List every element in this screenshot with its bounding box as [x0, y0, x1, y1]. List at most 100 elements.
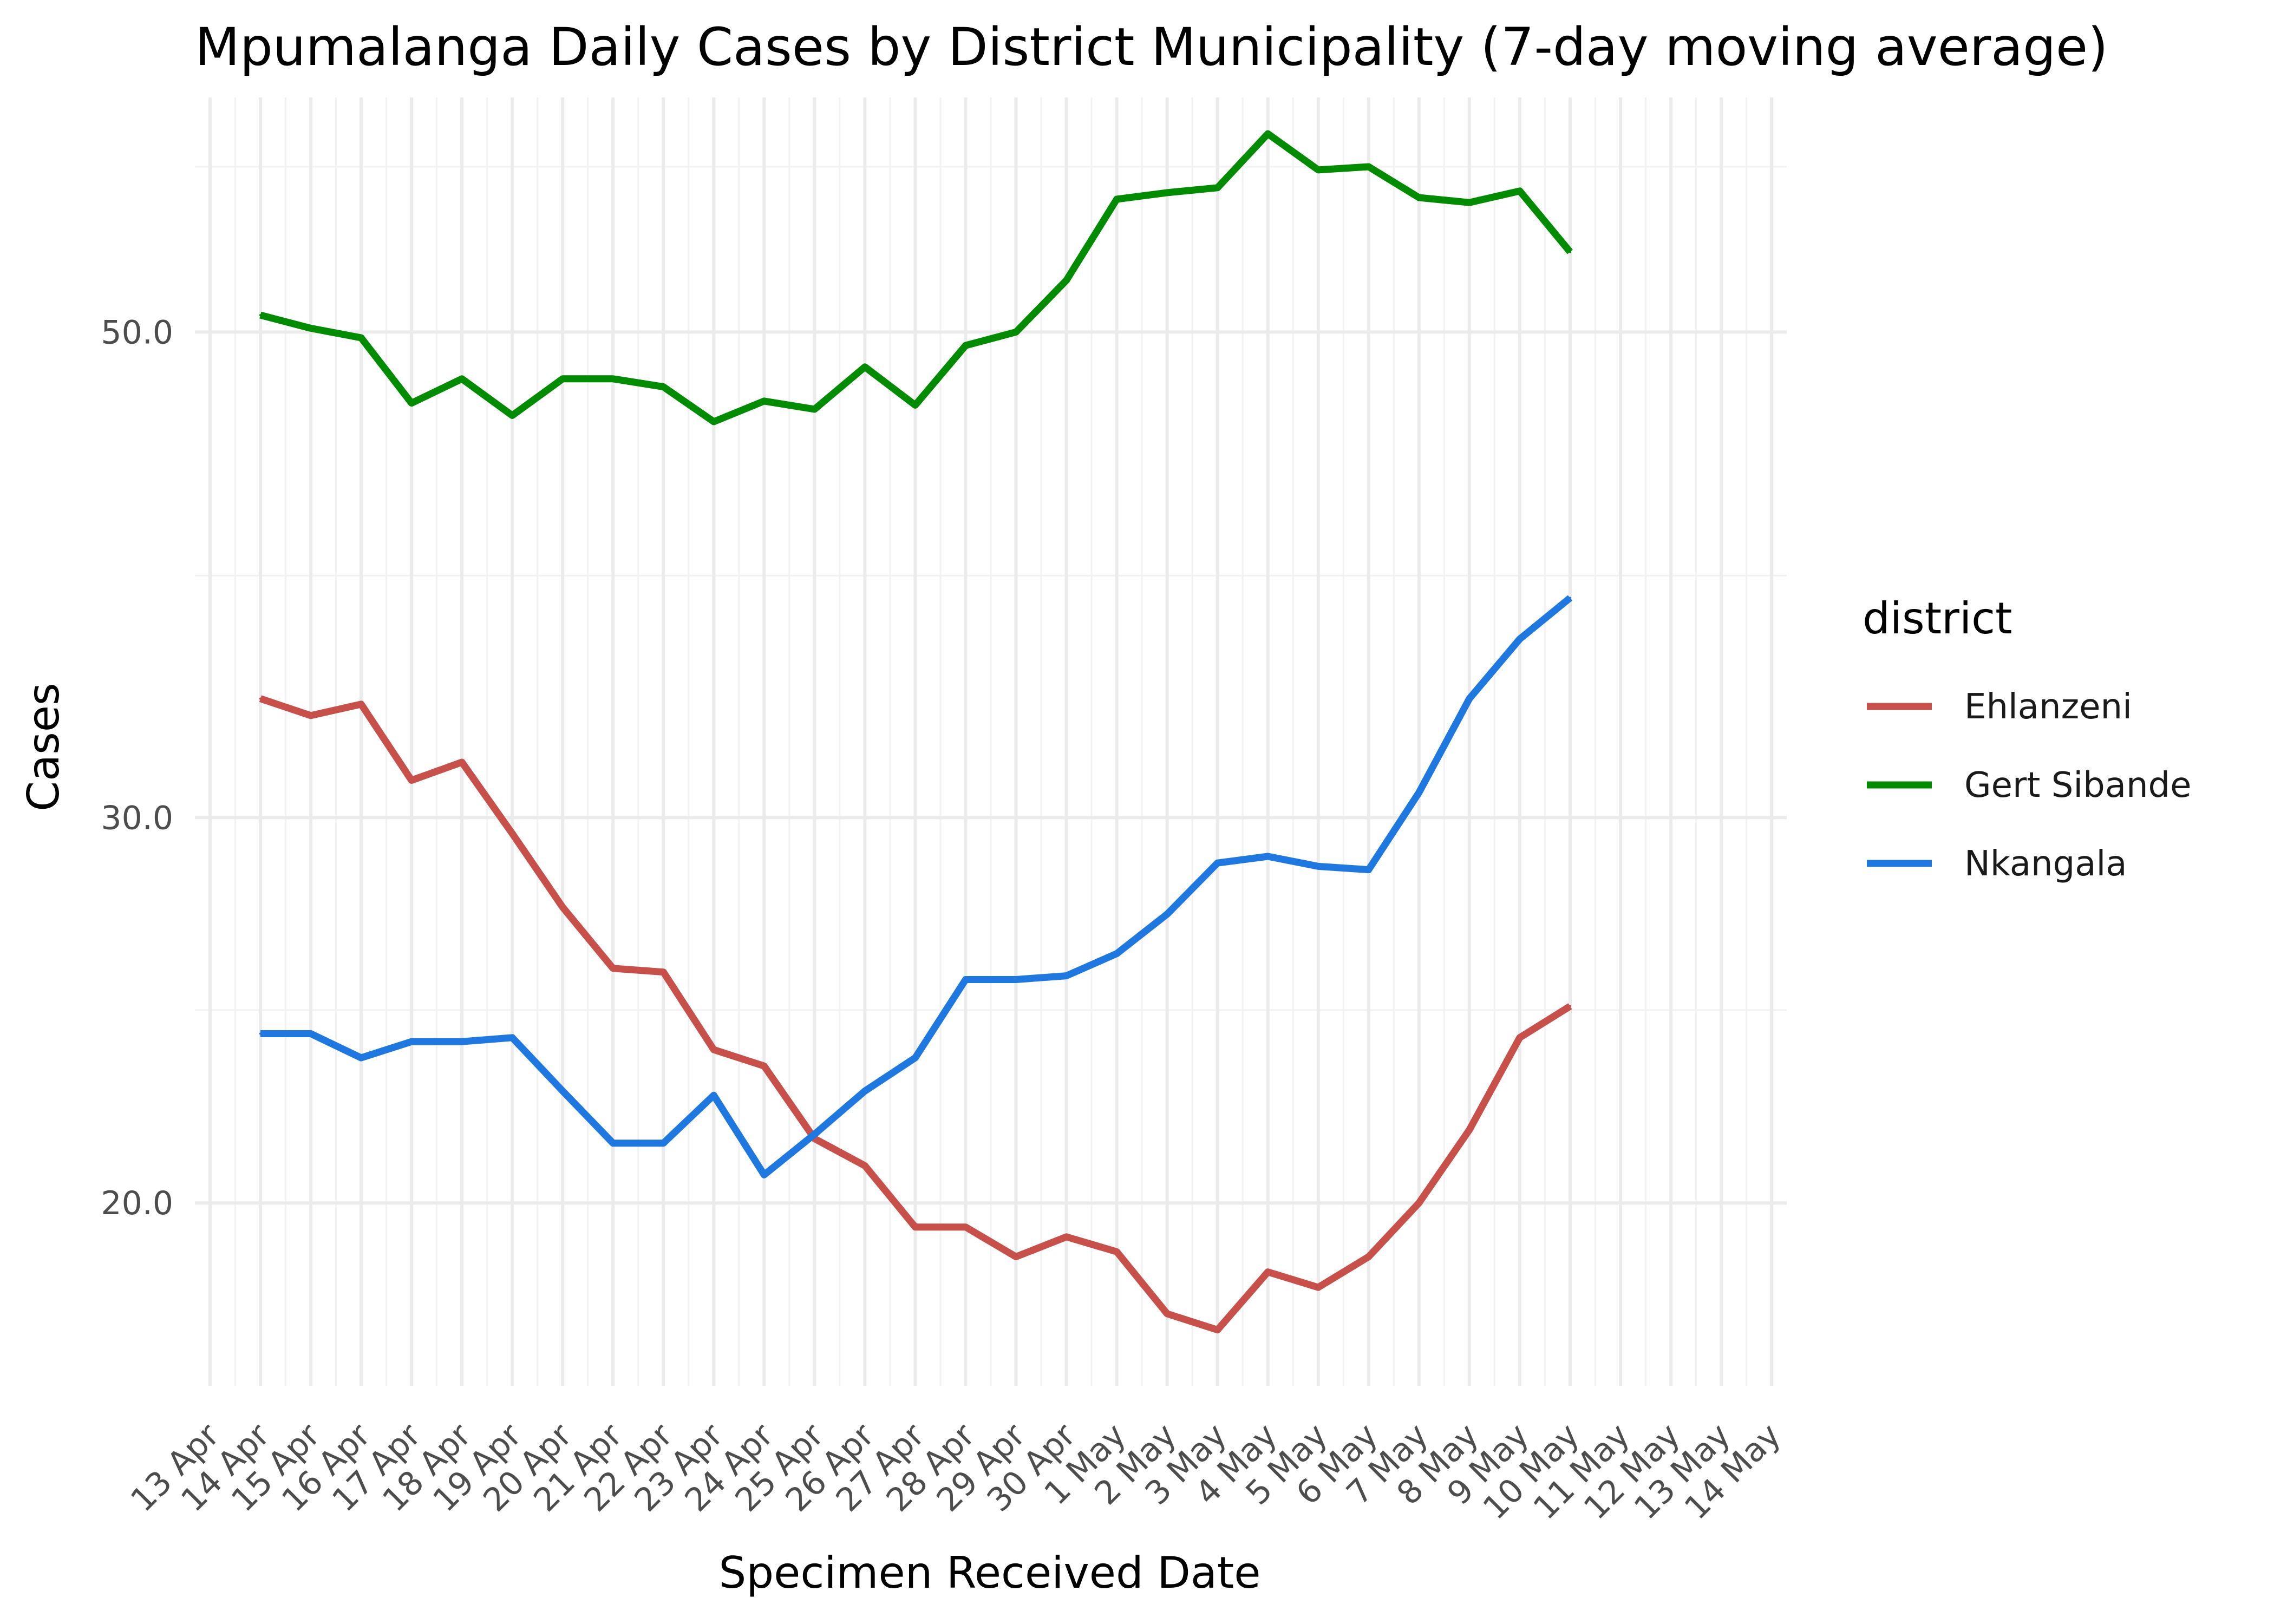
data-point [1015, 331, 1017, 333]
data-point [461, 761, 463, 764]
data-point [1417, 196, 1420, 199]
data-point [410, 779, 413, 782]
data-point [1266, 133, 1269, 135]
data-point [813, 408, 816, 411]
data-point [461, 377, 463, 380]
data-point [1065, 974, 1068, 977]
data-point [1015, 1255, 1017, 1258]
data-point [461, 1040, 463, 1043]
y-axis-title: Cases [18, 683, 69, 811]
data-point [713, 421, 715, 423]
series-points-ehlanzeni [259, 697, 1571, 1331]
data-point [1266, 855, 1269, 858]
data-point [662, 1142, 665, 1144]
data-point [1015, 978, 1017, 981]
data-point [662, 971, 665, 973]
data-point [1166, 191, 1168, 194]
data-point [612, 967, 615, 970]
data-point [511, 1036, 514, 1039]
data-point [1216, 186, 1219, 189]
data-point [1115, 1250, 1118, 1253]
data-point [1216, 1328, 1219, 1331]
data-point [662, 385, 665, 388]
data-point [1317, 865, 1319, 868]
data-point [1518, 189, 1521, 192]
data-point [561, 1090, 564, 1092]
legend: district Ehlanzeni Gert Sibande Nkangala [1863, 593, 2192, 884]
data-point [360, 703, 363, 705]
data-point [914, 1226, 917, 1228]
data-point [309, 1032, 312, 1035]
data-point [259, 1032, 262, 1035]
data-point [763, 1065, 766, 1068]
data-point [1468, 697, 1471, 700]
data-point [1065, 279, 1068, 281]
data-point [259, 697, 262, 700]
legend-items: Ehlanzeni Gert Sibande Nkangala [1867, 687, 2192, 884]
data-point [511, 414, 514, 417]
data-point [964, 1226, 967, 1228]
data-point [1518, 1036, 1521, 1039]
data-point [914, 404, 917, 407]
data-point [1569, 1005, 1571, 1007]
data-point [360, 336, 363, 339]
data-point [410, 402, 413, 404]
legend-label: Gert Sibande [1964, 765, 2192, 806]
data-point [561, 377, 564, 380]
data-point [1417, 1202, 1420, 1204]
data-point [309, 327, 312, 330]
data-point [763, 1174, 766, 1176]
data-point [964, 344, 967, 347]
data-point [1166, 1312, 1168, 1315]
series-lines [259, 130, 1573, 1334]
data-point [1569, 251, 1571, 253]
data-point [309, 714, 312, 717]
data-point [1367, 1255, 1370, 1258]
series-points-nkangala [259, 597, 1571, 1176]
data-point [1166, 913, 1168, 915]
data-point [1266, 1271, 1269, 1273]
data-point [864, 1090, 866, 1092]
data-point [1367, 868, 1370, 871]
data-point [1468, 1129, 1471, 1131]
y-tick-label: 50.0 [101, 313, 173, 351]
data-point [259, 314, 262, 317]
data-point [1468, 201, 1471, 204]
data-point [1216, 862, 1219, 865]
y-tick-label: 30.0 [101, 799, 173, 837]
y-tick-label: 20.0 [101, 1184, 173, 1222]
data-point [864, 365, 866, 368]
legend-label: Nkangala [1964, 844, 2127, 884]
major-gridlines [195, 97, 1787, 1386]
data-point [1065, 1235, 1068, 1238]
data-point [1115, 952, 1118, 955]
data-point [1115, 198, 1118, 201]
data-point [713, 1049, 715, 1051]
data-point [864, 1164, 866, 1167]
legend-label: Ehlanzeni [1964, 687, 2132, 727]
data-point [763, 400, 766, 402]
minor-gridlines [195, 97, 1787, 1386]
data-point [612, 377, 615, 380]
data-point [410, 1040, 413, 1043]
data-point [1518, 638, 1521, 640]
data-point [561, 906, 564, 908]
data-point [813, 1133, 816, 1136]
chart-title: Mpumalanga Daily Cases by District Munic… [195, 17, 2108, 77]
data-point [612, 1142, 615, 1144]
data-point [1417, 791, 1420, 794]
data-point [1317, 1286, 1319, 1289]
data-point [1317, 168, 1319, 171]
x-axis-title: Specimen Received Date [719, 1548, 1261, 1598]
data-point [511, 832, 514, 835]
data-point [914, 1057, 917, 1059]
data-point [1367, 166, 1370, 168]
data-point [1569, 597, 1571, 599]
data-point [713, 1094, 715, 1097]
data-point [360, 1057, 363, 1059]
legend-title: district [1863, 593, 2012, 644]
data-point [964, 978, 967, 981]
y-axis-tick-labels: 20.0 30.0 50.0 [101, 313, 173, 1222]
